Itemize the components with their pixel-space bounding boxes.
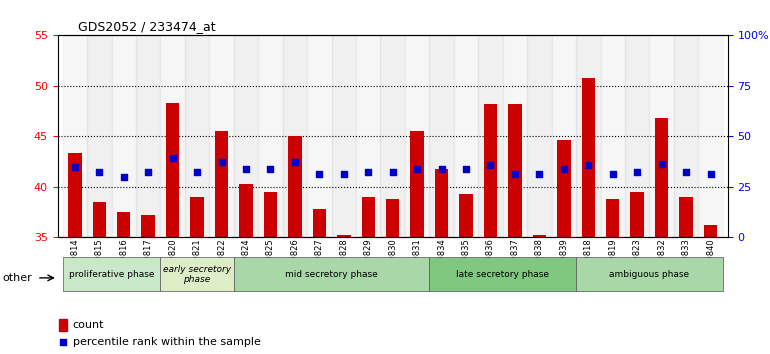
Point: [118, 174, 130, 179]
Bar: [234, 35, 258, 237]
Text: ambiguous phase: ambiguous phase: [609, 270, 689, 279]
Text: early secretory
phase: early secretory phase: [163, 265, 231, 284]
Point: [289, 159, 301, 164]
Bar: [674, 35, 698, 237]
Text: late secretory phase: late secretory phase: [456, 270, 549, 279]
Bar: [503, 35, 527, 237]
Text: mid secretory phase: mid secretory phase: [285, 270, 378, 279]
Bar: [649, 35, 674, 237]
Point: [362, 169, 374, 175]
Bar: [454, 35, 478, 237]
FancyBboxPatch shape: [234, 257, 430, 291]
Bar: [581, 78, 595, 237]
Bar: [606, 199, 619, 237]
Point: [607, 171, 619, 176]
Point: [484, 162, 497, 167]
Bar: [557, 140, 571, 237]
Bar: [435, 169, 448, 237]
FancyBboxPatch shape: [62, 257, 160, 291]
Bar: [258, 35, 283, 237]
Point: [142, 169, 154, 175]
Bar: [92, 202, 106, 237]
Bar: [527, 35, 551, 237]
Bar: [356, 35, 380, 237]
Bar: [601, 35, 625, 237]
Bar: [337, 235, 350, 237]
Bar: [160, 35, 185, 237]
Bar: [631, 192, 644, 237]
Point: [166, 156, 179, 161]
Bar: [288, 136, 302, 237]
Point: [655, 161, 668, 166]
Bar: [576, 35, 601, 237]
Bar: [533, 235, 546, 237]
Bar: [209, 35, 234, 237]
Point: [264, 166, 276, 171]
FancyBboxPatch shape: [576, 257, 723, 291]
Bar: [625, 35, 649, 237]
Point: [191, 169, 203, 175]
Bar: [460, 194, 473, 237]
Text: percentile rank within the sample: percentile rank within the sample: [72, 337, 260, 347]
Point: [387, 169, 399, 175]
Bar: [68, 153, 82, 237]
Point: [216, 159, 228, 164]
Bar: [508, 104, 521, 237]
Point: [313, 171, 326, 176]
Text: count: count: [72, 320, 104, 330]
Bar: [484, 104, 497, 237]
Text: other: other: [2, 273, 32, 283]
Bar: [62, 35, 87, 237]
FancyBboxPatch shape: [160, 257, 234, 291]
Bar: [112, 35, 136, 237]
Text: proliferative phase: proliferative phase: [69, 270, 154, 279]
Bar: [332, 35, 356, 237]
Bar: [410, 131, 424, 237]
Point: [57, 339, 69, 344]
Bar: [679, 197, 693, 237]
Point: [411, 166, 424, 171]
Bar: [698, 35, 723, 237]
Point: [705, 171, 717, 176]
Bar: [59, 319, 67, 331]
Bar: [166, 103, 179, 237]
FancyBboxPatch shape: [430, 257, 576, 291]
Bar: [142, 215, 155, 237]
Point: [337, 171, 350, 176]
Bar: [704, 225, 718, 237]
Point: [631, 169, 644, 175]
Point: [509, 171, 521, 176]
Bar: [386, 199, 400, 237]
Bar: [136, 35, 160, 237]
Bar: [215, 131, 228, 237]
Point: [239, 166, 252, 171]
Bar: [87, 35, 112, 237]
Bar: [430, 35, 454, 237]
Bar: [185, 35, 209, 237]
Point: [93, 169, 105, 175]
Bar: [380, 35, 405, 237]
Bar: [307, 35, 332, 237]
Bar: [190, 197, 204, 237]
Bar: [264, 192, 277, 237]
Point: [436, 166, 448, 171]
Point: [69, 164, 81, 170]
Bar: [551, 35, 576, 237]
Text: GDS2052 / 233474_at: GDS2052 / 233474_at: [78, 20, 216, 33]
Bar: [313, 209, 326, 237]
Point: [534, 171, 546, 176]
Bar: [283, 35, 307, 237]
Bar: [239, 184, 253, 237]
Bar: [362, 197, 375, 237]
Point: [460, 166, 472, 171]
Bar: [405, 35, 430, 237]
Point: [582, 162, 594, 167]
Bar: [117, 212, 130, 237]
Bar: [478, 35, 503, 237]
Bar: [655, 118, 668, 237]
Point: [557, 166, 570, 171]
Point: [680, 169, 692, 175]
